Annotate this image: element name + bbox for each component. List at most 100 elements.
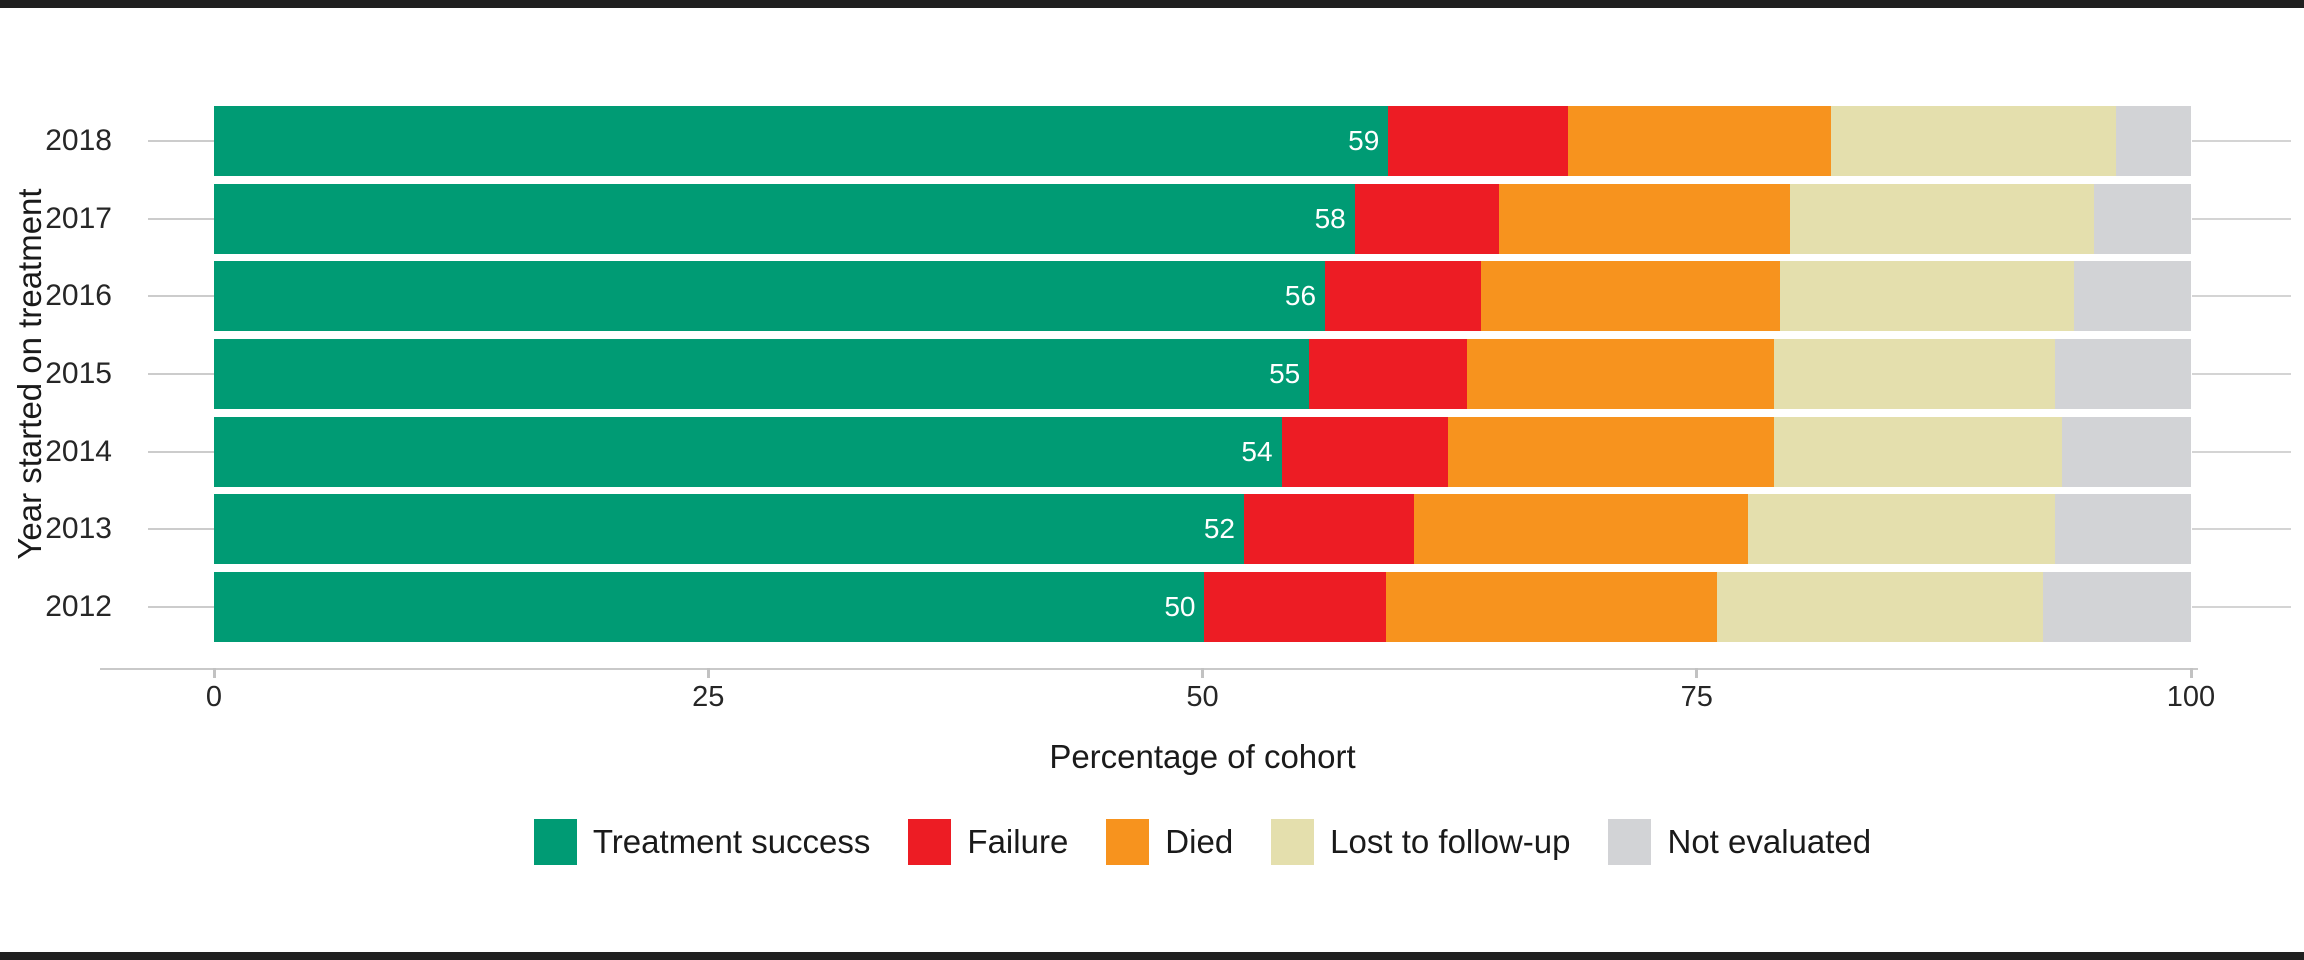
row-tick-right-2018 [2192,140,2291,142]
bar-segment-failure-2013 [1244,494,1415,565]
legend-swatch-failure [908,819,952,865]
legend-swatch-lost-to-follow-up [1271,819,1315,865]
bar-segment-failure-2014 [1281,416,1448,487]
legend-label-failure: Failure [967,823,1069,860]
bar-segment-died-2015 [1467,339,1774,409]
bar-segment-failure-2018 [1388,106,1569,176]
x-tick-25 [706,668,710,678]
row-tick-right-2016 [2192,295,2291,298]
row-tick-left-2014 [148,450,214,453]
bar-segment-treatment-success-2015: 55 [214,339,1310,409]
bar-value-label-2016: 56 [1284,280,1317,312]
bar-segment-not-evaluated-2014 [2062,416,2191,487]
x-tick-label-0: 0 [205,681,223,713]
x-tick-0 [212,668,216,678]
bar-row-2013: 52 [214,494,2191,565]
screenshot-top-edge [0,0,2304,8]
bar-segment-lost-to-follow-up-2012 [1716,572,2043,643]
bar-segment-not-evaluated-2015 [2054,339,2191,409]
bar-segment-treatment-success-2013: 52 [214,494,1245,565]
row-tick-right-2015 [2192,373,2291,375]
row-tick-left-2017 [148,217,214,220]
row-tick-left-2016 [148,295,214,298]
row-tick-right-2013 [2192,528,2291,531]
bar-value-label-2015: 55 [1269,358,1301,389]
y-tick-label-2016: 2016 [45,279,112,313]
x-tick-75 [1695,668,1699,678]
x-tick-50 [1201,668,1204,678]
bar-value-label-2018: 59 [1348,125,1380,156]
x-tick-100 [2189,668,2193,678]
bar-segment-lost-to-follow-up-2016 [1779,261,2075,332]
bar-segment-treatment-success-2016: 56 [214,261,1326,332]
y-tick-label-2013: 2013 [45,512,112,546]
bar-segment-died-2013 [1414,494,1749,565]
bar-segment-treatment-success-2012: 50 [214,572,1205,643]
x-tick-label-100: 100 [2166,681,2216,713]
bar-segment-lost-to-follow-up-2013 [1748,494,2055,565]
bar-row-2014: 54 [214,416,2191,487]
bar-row-2018: 59 [214,106,2191,176]
bar-segment-failure-2016 [1325,261,1482,332]
bar-row-2012: 50 [214,572,2191,643]
legend-swatch-treatment-success [533,819,577,865]
legend-item-died: Died [1106,819,1233,865]
bar-segment-treatment-success-2017: 58 [214,183,1355,254]
x-tick-label-25: 25 [692,681,725,713]
bar-value-label-2017: 58 [1314,202,1346,234]
bar-segment-died-2017 [1499,183,1790,254]
y-tick-label-2018: 2018 [45,124,112,157]
legend-label-not-evaluated: Not evaluated [1667,823,1872,860]
y-tick-label-2017: 2017 [45,201,112,235]
bar-row-2017: 58 [214,183,2191,254]
row-tick-left-2018 [148,140,214,142]
legend-swatch-died [1106,819,1150,865]
bar-segment-not-evaluated-2013 [2054,494,2191,565]
bar-segment-lost-to-follow-up-2015 [1773,339,2055,409]
bar-segment-died-2018 [1568,106,1832,176]
legend-swatch-not-evaluated [1608,819,1652,865]
bar-segment-lost-to-follow-up-2014 [1773,416,2063,487]
bar-segment-lost-to-follow-up-2017 [1789,183,2095,254]
bar-segment-died-2014 [1447,416,1774,487]
bar-segment-died-2012 [1386,572,1717,643]
legend-label-treatment-success: Treatment success [592,823,871,860]
row-tick-right-2012 [2192,606,2291,609]
bar-segment-treatment-success-2014: 54 [214,416,1282,487]
bar-row-2015: 55 [214,339,2191,409]
y-tick-label-2012: 2012 [45,590,112,624]
x-axis-title: Percentage of cohort [1049,738,1356,775]
y-tick-label-2014: 2014 [45,434,112,468]
bar-segment-not-evaluated-2012 [2042,572,2191,643]
bar-value-label-2014: 54 [1241,435,1273,467]
legend-item-failure: Failure [908,819,1068,865]
bar-segment-not-evaluated-2017 [2094,183,2191,254]
bar-value-label-2013: 52 [1203,513,1236,545]
bar-value-label-2012: 50 [1164,591,1196,623]
bar-row-2016: 56 [214,261,2191,332]
row-tick-left-2012 [148,606,214,609]
bar-segment-not-evaluated-2018 [2115,106,2191,176]
screenshot-bottom-edge [0,952,2304,960]
legend-item-treatment-success: Treatment success [533,819,871,865]
row-tick-right-2014 [2192,450,2291,453]
row-tick-left-2015 [148,373,214,375]
x-axis-line [100,668,2198,670]
row-tick-left-2013 [148,528,214,531]
bar-segment-failure-2012 [1204,572,1387,643]
bar-segment-died-2016 [1481,261,1780,332]
y-tick-label-2015: 2015 [45,357,112,390]
legend-label-died: Died [1165,823,1234,860]
bar-segment-failure-2017 [1354,183,1500,254]
bar-segment-treatment-success-2018: 59 [214,106,1389,176]
x-tick-label-75: 75 [1680,681,1713,713]
legend-item-not-evaluated: Not evaluated [1608,819,1871,865]
bar-segment-failure-2015 [1309,339,1468,409]
bar-segment-not-evaluated-2016 [2074,261,2191,332]
legend: Treatment success Failure Died Lost to foll… [214,818,2191,866]
bar-segment-lost-to-follow-up-2018 [1831,106,2116,176]
legend-label-lost-to-follow-up: Lost to follow-up [1330,823,1571,860]
x-tick-label-50: 50 [1186,681,1219,713]
legend-item-lost-to-follow-up: Lost to follow-up [1271,819,1570,865]
